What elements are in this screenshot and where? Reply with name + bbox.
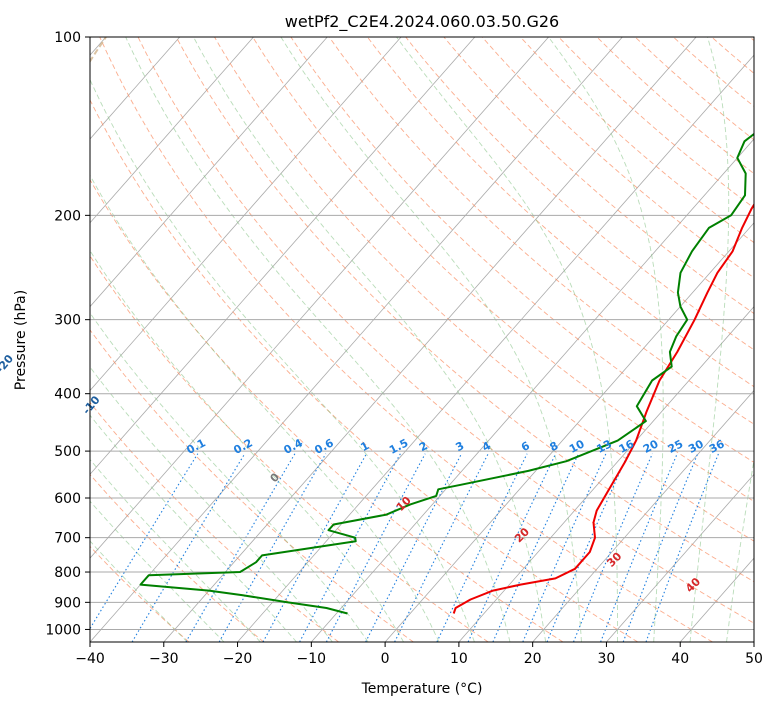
mixing-ratio-label: 30 — [686, 437, 706, 456]
moist-adiabat-line — [90, 540, 188, 642]
mixing-ratio-line — [365, 453, 462, 642]
x-tick-label: 30 — [598, 651, 616, 667]
y-tick-label: 500 — [54, 444, 81, 460]
isotherm-line — [237, 54, 754, 642]
mixing-ratio-line — [467, 453, 557, 642]
dry-adiabat-line — [90, 401, 339, 642]
isotherm-line — [532, 389, 754, 642]
mixing-ratio-line — [492, 453, 579, 642]
dry-adiabat-line — [214, 37, 754, 542]
dry-adiabat-line — [137, 37, 754, 624]
dry-adiabat-line — [596, 37, 754, 175]
dry-adiabat-line — [99, 37, 713, 642]
y-tick-label: 900 — [54, 595, 81, 611]
line-labels: 0.10.20.40.611.52346810131620253036-100-… — [0, 352, 727, 595]
x-tick-label: −30 — [149, 651, 179, 667]
isotherm-line — [384, 222, 754, 642]
isotherm-line — [90, 37, 254, 224]
mixing-ratio-label: 13 — [594, 437, 614, 456]
dry-adiabat-line — [481, 37, 754, 279]
chart-title: wetPf2_C2E4.2024.060.03.50.G26 — [285, 12, 559, 32]
mixing-ratio-line — [325, 453, 426, 642]
moist-adiabat-line — [90, 414, 297, 642]
x-tick-label: 0 — [381, 651, 390, 667]
isotherm-line — [90, 37, 476, 475]
y-tick-label: 800 — [54, 565, 81, 581]
dewpoint-profile-line — [139, 132, 754, 615]
isotherm-line — [90, 37, 549, 559]
mixing-ratio-line — [436, 453, 528, 642]
moist-adiabat-line — [90, 458, 261, 642]
mixing-ratio-line — [131, 453, 246, 642]
moist-adiabat-line — [726, 457, 754, 642]
plot-frame — [89, 36, 755, 643]
moist-adiabat-line — [548, 37, 664, 642]
moist-adiabat-line — [125, 37, 511, 642]
isotherm-line — [458, 306, 754, 642]
moist-adiabat-line — [90, 312, 369, 642]
x-tick-label: 10 — [450, 651, 468, 667]
moist-adiabat-line — [280, 37, 582, 642]
mixing-ratio-line — [185, 453, 296, 642]
dry-adiabat-line — [290, 37, 754, 463]
mixing-ratio-label: 16 — [617, 437, 637, 456]
y-tick-label: 600 — [54, 491, 81, 507]
mixing-ratio-line — [218, 453, 327, 642]
isotherm-line — [90, 37, 402, 392]
mixing-ratio-label: 25 — [666, 437, 686, 456]
x-tick-label: −10 — [297, 651, 327, 667]
moist-adiabat-line — [90, 174, 440, 642]
x-tick-label: 40 — [671, 651, 689, 667]
mixing-ratio-line — [645, 453, 720, 642]
x-axis-label: Temperature (°C) — [361, 681, 483, 697]
x-tick-label: −20 — [223, 651, 253, 667]
moist-adiabat-line — [90, 500, 225, 642]
moist-adiabat-line — [90, 78, 475, 642]
mixing-ratio-line — [622, 453, 699, 642]
dry-adiabat-line — [328, 37, 754, 425]
dry-adiabat-line — [367, 37, 754, 388]
moist-adiabat-line — [90, 249, 404, 642]
mixing-ratio-line — [394, 453, 489, 642]
y-axis-label: Pressure (hPa) — [13, 290, 29, 390]
dry-adiabat-line — [252, 37, 754, 502]
y-tick-label: 300 — [54, 313, 81, 329]
isotherm-line — [163, 37, 697, 642]
dry-adiabat-line — [558, 37, 754, 209]
moist-adiabat-line — [193, 37, 547, 642]
isotherm-line — [311, 138, 754, 642]
mixing-ratio-label: 36 — [707, 437, 727, 456]
x-tick-label: 50 — [745, 651, 763, 667]
y-tick-label: 400 — [54, 387, 81, 403]
x-tick-label: −40 — [75, 651, 105, 667]
y-axis-ticks: 1000 900 800 700 600 500 400 300 200 100 — [45, 30, 90, 638]
mixing-ratio-line — [90, 453, 199, 630]
x-axis-ticks: −40 −30 −20 −10 0 10 20 30 40 50 — [75, 642, 763, 667]
mixing-ratio-line — [600, 453, 678, 642]
mixing-ratio-label: 20 — [641, 437, 661, 456]
dry-adiabat-line — [405, 37, 754, 351]
y-tick-label: 1000 — [45, 622, 81, 638]
dry-adiabat-line — [90, 99, 639, 642]
x-tick-label: 20 — [524, 651, 542, 667]
background-lines — [90, 37, 754, 642]
isotherm-line — [90, 37, 181, 140]
y-tick-label: 100 — [54, 30, 81, 46]
y-tick-label: 200 — [54, 208, 81, 224]
dry-adiabat-line — [175, 37, 754, 583]
temperature-profile-line — [452, 202, 754, 614]
y-tick-label: 700 — [54, 531, 81, 547]
dry-adiabat-line — [634, 37, 754, 141]
isotherm-line — [90, 37, 623, 642]
isotherm-line — [606, 473, 754, 642]
sounding-series — [139, 132, 754, 615]
moist-adiabat-line — [90, 366, 333, 642]
moist-adiabat-line — [689, 37, 730, 642]
dry-adiabat-line — [443, 37, 754, 315]
mixing-ratio-label: 10 — [567, 437, 587, 456]
